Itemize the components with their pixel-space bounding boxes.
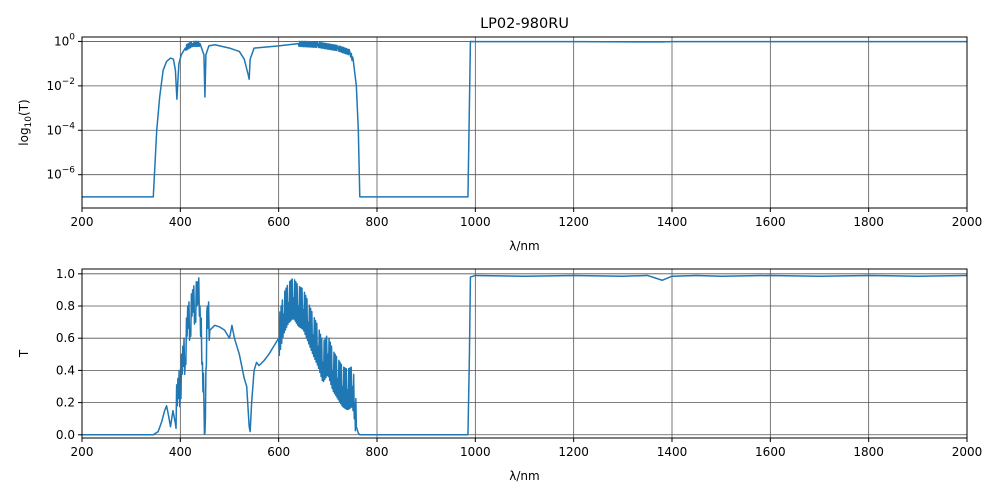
y-tick-label: 0.2 <box>56 396 75 410</box>
y-axis-label: log10(T) <box>17 99 34 145</box>
y-tick-label: 0.0 <box>56 428 75 442</box>
x-tick-label: 1800 <box>853 445 884 459</box>
x-tick-label: 1000 <box>460 215 491 229</box>
series-line-0 <box>82 40 967 198</box>
y-tick-exponent: −4 <box>62 121 76 131</box>
y-axis-label-argument: (T) <box>17 99 31 116</box>
y-tick-label: 0.8 <box>56 299 75 313</box>
y-tick-base: 10 <box>46 79 61 93</box>
y-tick-label: 0.4 <box>56 363 75 377</box>
x-tick-label: 1000 <box>460 445 491 459</box>
y-tick-label: 0.6 <box>56 331 75 345</box>
x-tick-label: 400 <box>169 445 192 459</box>
y-tick-label: 10−6 <box>46 166 75 182</box>
y-tick-exponent: −6 <box>62 166 76 176</box>
y-axis-label-base: log <box>17 127 31 145</box>
y-axis-label-subscript: 10 <box>24 116 34 128</box>
x-tick-label: 600 <box>267 445 290 459</box>
axes-frame <box>81 268 968 439</box>
y-tick-label: 10−2 <box>46 77 75 93</box>
x-tick-label: 200 <box>71 215 94 229</box>
y-tick-base: 10 <box>54 34 69 48</box>
x-tick-label: 200 <box>71 445 94 459</box>
y-tick-label: 10−4 <box>46 121 75 137</box>
x-tick-label: 1200 <box>558 215 589 229</box>
axes-frame <box>81 36 968 209</box>
x-tick-label: 800 <box>366 215 389 229</box>
y-tick-label: 100 <box>54 32 75 48</box>
x-axis-label: λ/nm <box>509 469 539 483</box>
x-tick-label: 400 <box>169 215 192 229</box>
x-tick-label: 1400 <box>657 445 688 459</box>
x-tick-label: 2000 <box>952 215 983 229</box>
x-tick-label: 1600 <box>755 215 786 229</box>
series-line-1 <box>82 274 967 436</box>
x-tick-label: 1200 <box>558 445 589 459</box>
x-tick-label: 2000 <box>952 445 983 459</box>
plot-log-transmission: 200 400 600 800 1000 1200 1400 1600 1800 200010−6… <box>17 32 982 253</box>
x-tick-label: 800 <box>366 445 389 459</box>
y-axis-label: T <box>17 349 31 358</box>
x-tick-label: 1400 <box>657 215 688 229</box>
x-tick-label: 600 <box>267 215 290 229</box>
y-tick-label: 1.0 <box>56 267 75 281</box>
x-tick-label: 1800 <box>853 215 884 229</box>
chart-title: LP02-980RU <box>480 16 569 32</box>
y-tick-base: 10 <box>46 123 61 137</box>
plot-linear-transmission: 200 400 600 800 1000 1200 1400 1600 1800 2000 0.0 0… <box>17 267 982 483</box>
x-tick-label: 1600 <box>755 445 786 459</box>
y-tick-exponent: −2 <box>62 77 75 87</box>
y-tick-exponent: 0 <box>69 32 75 42</box>
y-tick-base: 10 <box>46 168 61 182</box>
x-axis-label: λ/nm <box>509 239 539 253</box>
